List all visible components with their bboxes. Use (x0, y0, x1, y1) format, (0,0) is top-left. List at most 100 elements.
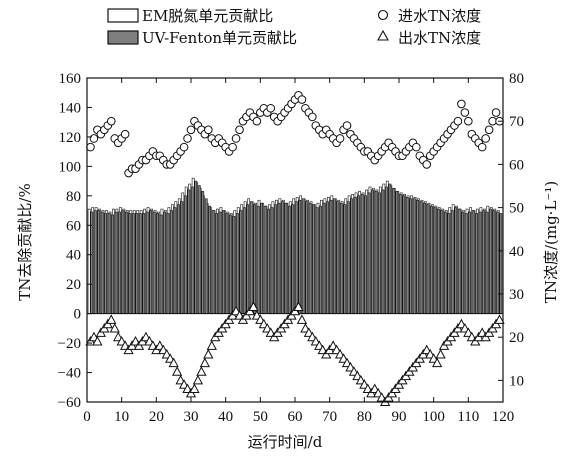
legend-item-effluent: 出水TN浓度 (377, 29, 481, 47)
bar-uvfenton (312, 204, 316, 314)
y-left-tick-label: 80 (66, 189, 81, 205)
legend-label-uvfenton: UV-Fenton单元贡献比 (142, 29, 297, 47)
point-influent (186, 125, 196, 135)
bar-uvfenton (187, 189, 191, 314)
y-right-tick-label: 10 (509, 373, 524, 389)
point-influent (491, 108, 501, 117)
bar-uvfenton (208, 205, 212, 314)
point-influent (89, 134, 99, 143)
y-left-axis-ticks: −60 −40 −20 0 20 40 60 80 100 120 140 160 (58, 71, 92, 411)
bar-uvfenton (398, 194, 402, 314)
bar-uvfenton (308, 202, 312, 314)
point-influent (412, 142, 421, 152)
x-tick-label: 10 (114, 409, 129, 425)
legend-label-em: EM脱氮单元贡献比 (142, 7, 273, 25)
y-left-tick-label: 120 (59, 130, 82, 146)
bar-uvfenton (194, 180, 198, 314)
bar-uvfenton (235, 213, 239, 314)
y-left-axis-title: TN去除贡献比/% (16, 183, 34, 300)
bar-uvfenton (114, 211, 118, 314)
effluent-markers (85, 301, 505, 406)
legend: EM脱氮单元贡献比 UV-Fenton单元贡献比 进水TN浓度 出水TN浓度 (107, 7, 481, 47)
bar-uvfenton (277, 202, 281, 314)
point-influent (308, 112, 317, 122)
bar-uvfenton (329, 199, 333, 314)
x-tick-label: 60 (288, 409, 303, 425)
bar-uvfenton (260, 202, 264, 314)
point-influent (204, 125, 213, 135)
y-right-axis-ticks: 10 20 30 40 50 60 70 80 (498, 71, 524, 389)
bar-uvfenton (364, 195, 368, 314)
point-effluent (203, 348, 214, 359)
bar-uvfenton (111, 214, 114, 314)
y-left-tick-label: 160 (59, 71, 82, 87)
point-effluent (196, 366, 207, 376)
bar-uvfenton (222, 210, 225, 314)
point-effluent (293, 301, 304, 311)
x-tick-label: 100 (422, 409, 445, 425)
point-influent (106, 116, 116, 126)
bar-uvfenton (190, 186, 194, 314)
x-tick-label: 80 (357, 409, 372, 425)
bar-uvfenton (270, 207, 274, 314)
bar-em (87, 208, 91, 314)
bar-uvfenton (433, 207, 437, 314)
point-effluent (494, 314, 505, 324)
bar-uvfenton (211, 210, 215, 314)
y-right-tick-label: 60 (509, 157, 524, 173)
bar-uvfenton (468, 211, 472, 314)
bar-uvfenton (249, 201, 253, 314)
bar-uvfenton (353, 196, 357, 314)
bar-uvfenton (367, 192, 371, 314)
legend-swatch-uvfenton (107, 30, 139, 45)
bar-uvfenton (402, 195, 406, 314)
point-influent (120, 129, 130, 139)
point-influent (477, 142, 487, 152)
bar-uvfenton (430, 205, 433, 314)
bar-uvfenton (499, 213, 503, 314)
bar-uvfenton (464, 213, 468, 314)
bar-uvfenton (131, 213, 135, 314)
y-right-axis-title: TN浓度/(mg·L⁻¹) (542, 181, 560, 303)
bar-uvfenton (180, 201, 184, 314)
y-left-tick-label: 0 (74, 307, 82, 323)
y-right-tick-label: 30 (509, 287, 524, 303)
bar-uvfenton (360, 194, 364, 314)
bar-uvfenton (391, 188, 395, 314)
point-influent (342, 121, 352, 130)
y-left-tick-label: −40 (58, 366, 81, 382)
point-effluent (106, 314, 117, 324)
y-left-tick-label: −20 (58, 336, 81, 352)
bar-uvfenton (457, 208, 461, 314)
bar-uvfenton (163, 211, 166, 314)
point-influent (464, 116, 473, 126)
bar-uvfenton (138, 213, 142, 314)
y-left-tick-label: 100 (59, 159, 82, 175)
point-influent (481, 134, 490, 143)
y-right-tick-label: 70 (509, 114, 524, 130)
bar-uvfenton (204, 198, 208, 314)
legend-swatch-em (107, 8, 139, 23)
bar-uvfenton (218, 211, 222, 314)
point-influent (179, 142, 189, 152)
bar-uvfenton (267, 208, 270, 314)
x-tick-label: 90 (392, 409, 407, 425)
bar-uvfenton (371, 189, 374, 314)
point-influent (457, 99, 466, 109)
bar-uvfenton (170, 210, 173, 314)
point-influent (297, 95, 307, 104)
bar-uvfenton (388, 183, 392, 314)
point-influent (86, 142, 95, 152)
bar-uvfenton (215, 213, 218, 314)
x-tick-label: 110 (457, 409, 479, 425)
y-left-tick-label: 140 (59, 100, 82, 116)
x-tick-label: 120 (492, 409, 515, 425)
bar-uvfenton (495, 211, 499, 314)
bar-uvfenton (274, 204, 277, 314)
bar-uvfenton (142, 213, 146, 314)
bar-uvfenton (315, 207, 319, 314)
point-effluent (109, 323, 120, 333)
bar-uvfenton (128, 213, 132, 314)
bar-uvfenton (333, 198, 336, 314)
point-influent (183, 134, 192, 143)
